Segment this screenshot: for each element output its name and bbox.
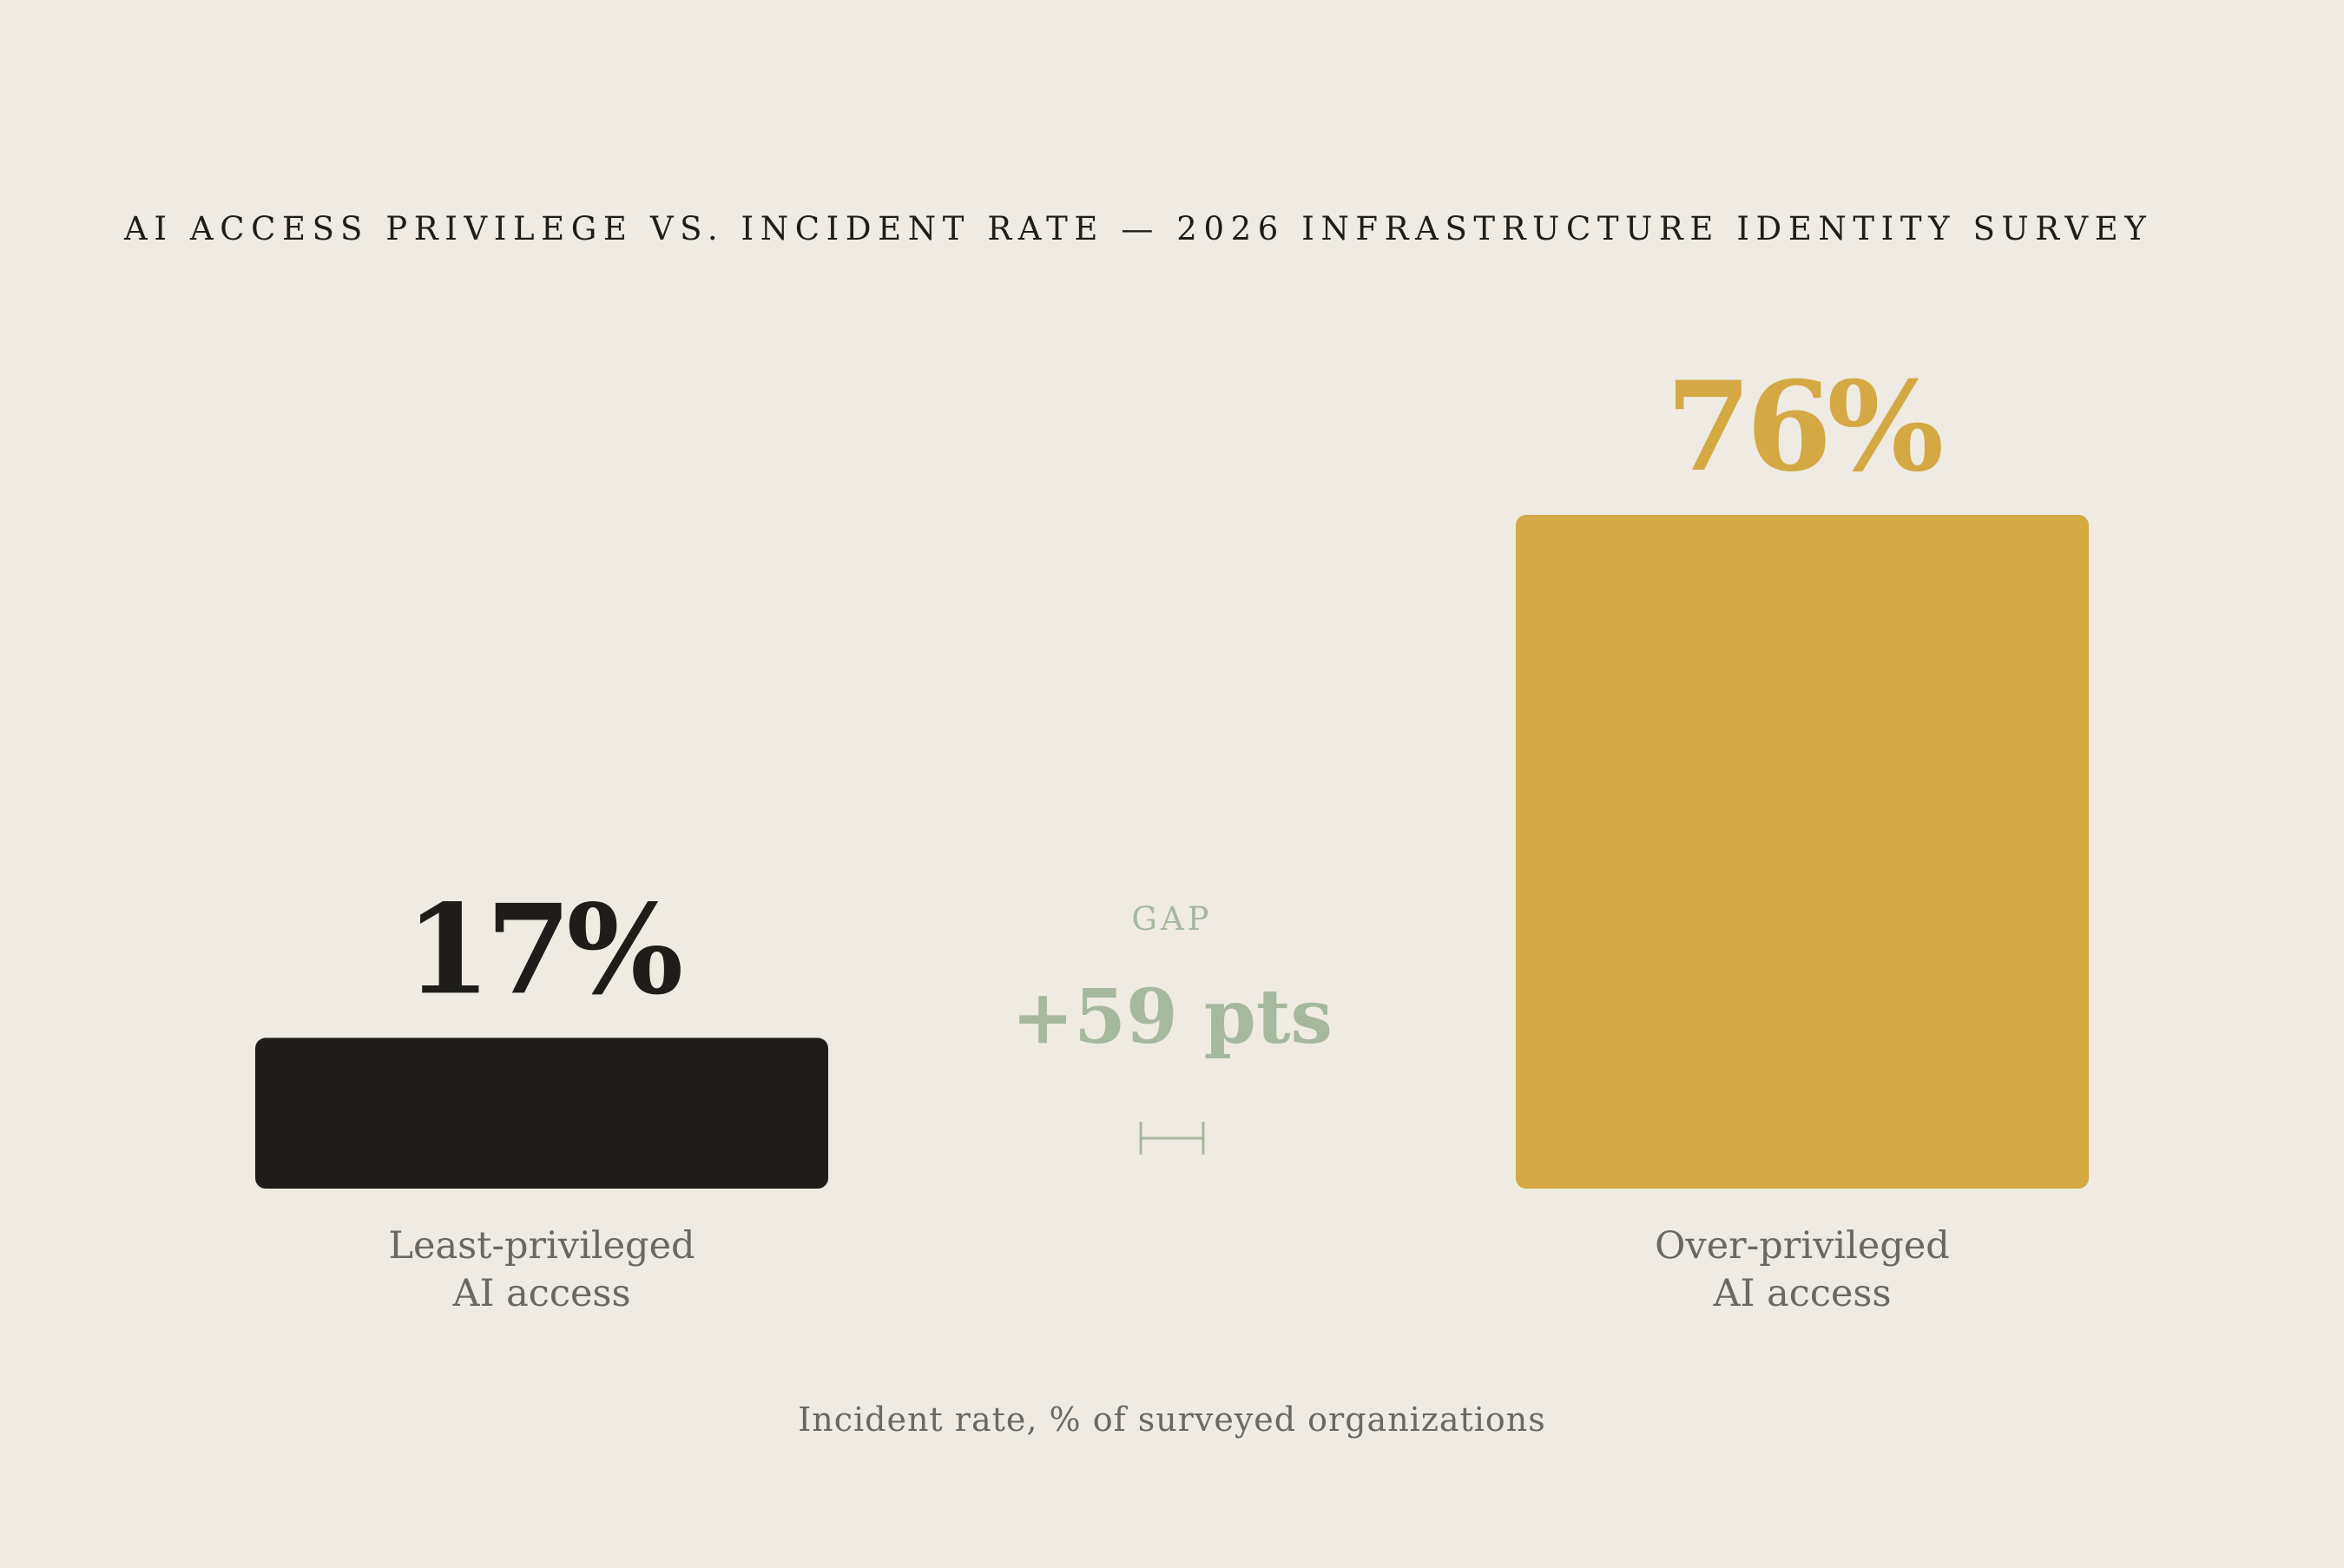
category-label-0-line-1: AI access: [451, 1272, 630, 1315]
value-label-1: 76%: [1666, 355, 1942, 499]
gap-value: +59 pts: [1011, 973, 1333, 1061]
category-label-1-line-1: AI access: [1712, 1272, 1891, 1315]
chart-title: AI ACCESS PRIVILEGE VS. INCIDENT RATE — …: [123, 210, 2152, 247]
value-label-0: 17%: [405, 878, 681, 1022]
bar-1: [1516, 515, 2089, 1189]
category-label-0-line-0: Least-privileged: [388, 1224, 695, 1268]
gap-bracket-icon: [1139, 1122, 1205, 1155]
chart-footnote: Incident rate, % of surveyed organizatio…: [798, 1400, 1546, 1439]
bar-0: [255, 1038, 828, 1189]
gap-caption: GAP: [1131, 900, 1212, 938]
category-label-1-line-0: Over-privileged: [1655, 1224, 1950, 1268]
gap-annotation: GAP +59 pts: [1011, 900, 1333, 1155]
